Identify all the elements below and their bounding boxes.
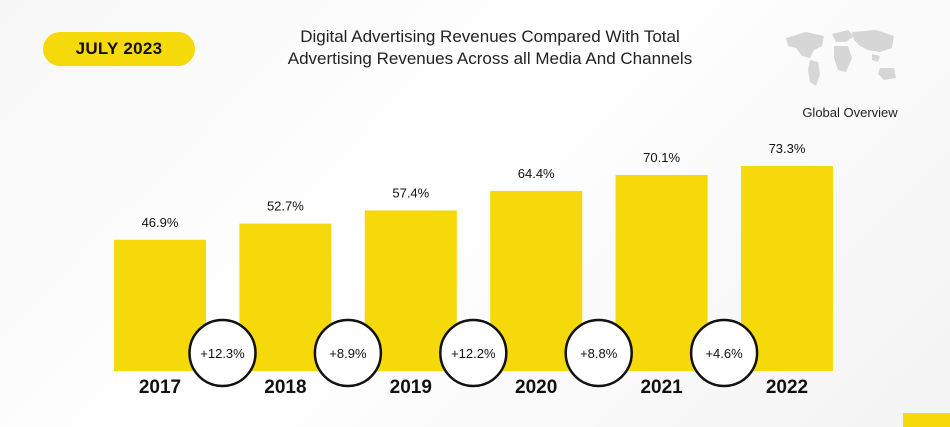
- value-label-2022: 73.3%: [769, 141, 806, 156]
- growth-circle-4: [564, 318, 633, 388]
- corner-accent: [903, 413, 950, 427]
- growth-label-2: +8.9%: [329, 346, 367, 361]
- chart-title-line-2: Advertising Revenues Across all Media An…: [287, 49, 693, 68]
- growth-circle-2: [313, 318, 383, 388]
- bar-2021: [615, 174, 708, 371]
- growth-label-3: +12.2%: [451, 346, 496, 361]
- value-label-2018: 52.7%: [267, 199, 304, 214]
- value-label-2019: 57.4%: [392, 185, 429, 200]
- year-label-2019: 2019: [390, 377, 432, 398]
- year-label-2021: 2021: [640, 377, 683, 398]
- world-map-icon: [786, 30, 896, 86]
- growth-circle-3: [439, 318, 508, 388]
- year-label-2020: 2020: [515, 377, 557, 398]
- growth-circle-1: [188, 318, 257, 388]
- growth-label-1: +12.3%: [200, 346, 245, 361]
- global-overview-label: Global Overview: [802, 105, 898, 120]
- value-label-2017: 46.9%: [142, 215, 179, 230]
- chart-title: Digital Advertising Revenues Compared Wi…: [220, 26, 760, 70]
- year-label-2022: 2022: [766, 377, 808, 398]
- growth-circle-5: [689, 318, 759, 388]
- value-label-2021: 70.1%: [643, 150, 680, 165]
- growth-label-5: +4.6%: [705, 346, 743, 361]
- bar-2022: [741, 166, 833, 371]
- date-badge: JULY 2023: [43, 32, 195, 66]
- year-label-2017: 2017: [139, 377, 181, 398]
- growth-label-4: +8.8%: [580, 346, 618, 361]
- year-label-2018: 2018: [264, 377, 306, 398]
- chart-title-line-1: Digital Advertising Revenues Compared Wi…: [300, 27, 680, 46]
- value-label-2020: 64.4%: [518, 166, 555, 181]
